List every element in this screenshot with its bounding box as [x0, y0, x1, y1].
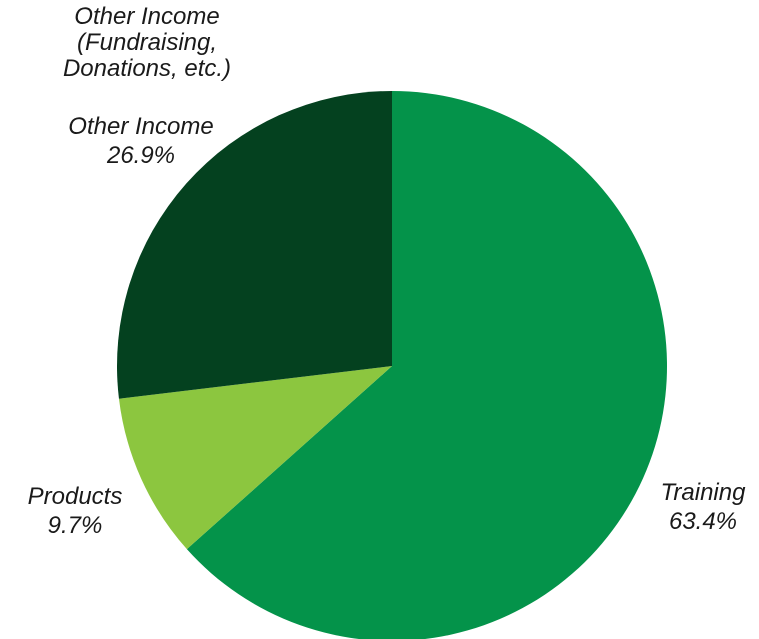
pie-slices	[117, 91, 667, 639]
note-line-3: Donations, etc.)	[62, 55, 232, 82]
note-line-2: (Fundraising,	[76, 29, 218, 56]
training-name: Training	[660, 479, 746, 506]
training-label: Training 63.4%	[648, 478, 758, 536]
products-value: 9.7%	[47, 512, 103, 539]
products-name: Products	[27, 483, 123, 510]
other-income-label: Other Income 26.9%	[46, 112, 236, 170]
other-income-name: Other Income	[68, 113, 214, 140]
pie-slice-products	[118, 366, 393, 550]
pie-slice-other-income	[117, 91, 392, 399]
note-line-1: Other Income	[74, 3, 220, 30]
pie-slice-training	[186, 91, 667, 639]
other-income-value: 26.9%	[106, 142, 176, 169]
other-income-note-label: Other Income (Fundraising, Donations, et…	[2, 4, 292, 82]
training-value: 63.4%	[668, 508, 738, 535]
products-label: Products 9.7%	[10, 482, 140, 540]
